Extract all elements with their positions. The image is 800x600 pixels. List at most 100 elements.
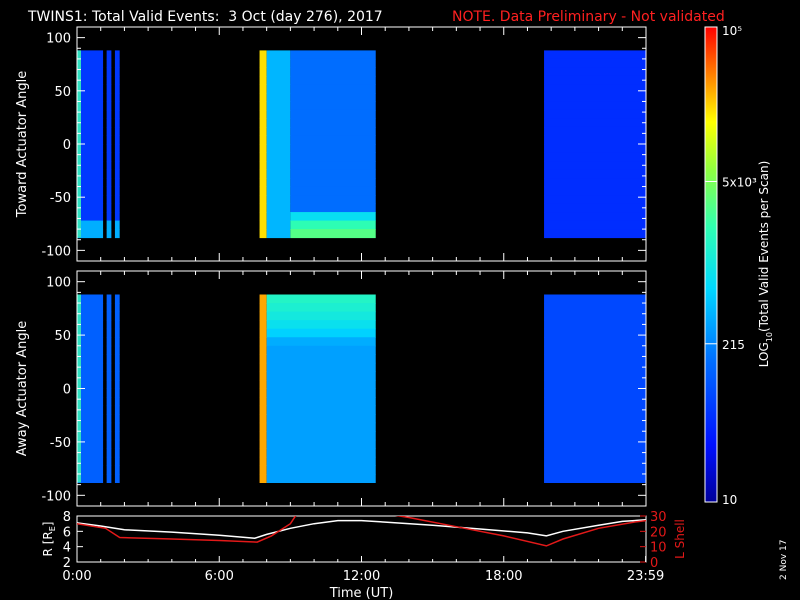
heatmap-cell — [259, 212, 267, 222]
heatmap-cell — [266, 456, 376, 466]
heatmap-cell — [114, 161, 120, 171]
heatmap-cell — [259, 220, 267, 230]
heatmap-cell — [259, 101, 267, 111]
heatmap-cell — [114, 473, 120, 483]
heatmap-cell — [114, 405, 120, 415]
heatmap-cell — [544, 345, 646, 355]
heatmap-cell — [266, 328, 376, 338]
page-title: TWINS1: Total Valid Events: 3 Oct (day 2… — [27, 9, 383, 25]
l-shell-line — [77, 516, 646, 547]
heatmap-cell — [259, 473, 267, 483]
heatmap-cell — [114, 144, 120, 154]
preliminary-note: NOTE. Data Preliminary - Not validated — [452, 9, 725, 25]
heatmap-cell — [266, 337, 376, 347]
heatmap-cell — [266, 362, 376, 372]
heatmap-cell — [114, 178, 120, 188]
heatmap-cell — [266, 294, 376, 304]
heatmap-cell — [114, 388, 120, 398]
heatmap-cell — [106, 456, 112, 466]
heatmap-cell — [106, 92, 112, 102]
heatmap-cell — [114, 414, 120, 424]
heatmap-cell — [259, 405, 267, 415]
heatmap-cell — [544, 220, 646, 230]
heatmap-cell — [544, 58, 646, 68]
heatmap-cell — [544, 414, 646, 424]
heatmap-cell — [259, 345, 267, 355]
heatmap-cell — [266, 126, 291, 136]
heatmap-cell — [544, 186, 646, 196]
heatmap-cell — [259, 169, 267, 179]
heatmap-cell — [266, 178, 291, 188]
heatmap-cell — [114, 109, 120, 119]
heatmap-cell — [77, 320, 104, 330]
heatmap-cell — [77, 473, 104, 483]
heatmap-cell — [114, 58, 120, 68]
y-tick-label: -100 — [41, 244, 71, 259]
heatmap-cell — [77, 109, 104, 119]
heatmap-cell — [544, 229, 646, 239]
heatmap-cell — [106, 135, 112, 145]
heatmap-cell — [259, 354, 267, 364]
heatmap-cell — [77, 58, 104, 68]
heatmap-cell — [77, 456, 104, 466]
heatmap-cell — [259, 186, 267, 196]
heatmap-cell — [259, 135, 267, 145]
colorbar-tick-label: 10⁵ — [722, 24, 742, 38]
heatmap-cell — [544, 212, 646, 222]
heatmap-cell — [77, 405, 104, 415]
heatmap-cell — [77, 439, 104, 449]
away-heatmap-panel: 100 50 0 -50 -100 Away Actuator Angle — [15, 270, 647, 507]
heatmap-cell — [106, 294, 112, 304]
heatmap-cell — [106, 84, 112, 94]
y-tick-label: 100 — [46, 276, 71, 291]
heatmap-cell — [259, 311, 267, 321]
heatmap-cell — [290, 50, 376, 60]
heatmap-cell — [544, 152, 646, 162]
heatmap-cell — [266, 414, 376, 424]
heatmap-cell — [259, 320, 267, 330]
heatmap-cell — [259, 465, 267, 475]
y-tick-label-right: 30 — [650, 510, 667, 525]
y-tick-label-left: 6 — [63, 525, 71, 540]
heatmap-cell — [114, 203, 120, 213]
heatmap-cell — [106, 371, 112, 381]
heatmap-cell — [266, 405, 376, 415]
heatmap-cell — [77, 294, 104, 304]
heatmap-cell — [106, 186, 112, 196]
heatmap-cell — [266, 379, 376, 389]
heatmap-cell — [106, 144, 112, 154]
heatmap-cell — [290, 203, 376, 213]
heatmap-cell — [77, 212, 104, 222]
heatmap-cell — [114, 126, 120, 136]
heatmap-cell — [259, 84, 267, 94]
heatmap-cell — [544, 320, 646, 330]
heatmap-cell — [106, 169, 112, 179]
heatmap-cell — [106, 328, 112, 338]
y-tick-label: -100 — [41, 489, 71, 504]
heatmap-cell — [77, 161, 104, 171]
y-axis-label: Away Actuator Angle — [15, 321, 30, 456]
heatmap-cell — [259, 303, 267, 313]
heatmap-cell — [114, 229, 120, 239]
heatmap-cell — [114, 92, 120, 102]
heatmap-cell — [114, 67, 120, 77]
heatmap-cell — [544, 465, 646, 475]
heatmap-cell — [266, 67, 291, 77]
heatmap-cell — [290, 75, 376, 85]
heatmap-cell — [77, 101, 104, 111]
heatmap-cell — [544, 456, 646, 466]
heatmap-cell — [77, 431, 104, 441]
heatmap-cell — [266, 422, 376, 432]
radius-line — [77, 519, 646, 539]
heatmap-cell — [544, 311, 646, 321]
heatmap-cell — [544, 92, 646, 102]
x-tick-label: 6:00 — [205, 569, 234, 584]
heatmap-cell — [266, 118, 291, 128]
heatmap-cell — [544, 109, 646, 119]
heatmap-cell — [259, 294, 267, 304]
heatmap-cell — [259, 144, 267, 154]
y-tick-label-left: 8 — [63, 510, 71, 525]
heatmap-cell — [106, 465, 112, 475]
heatmap-cell — [266, 203, 291, 213]
